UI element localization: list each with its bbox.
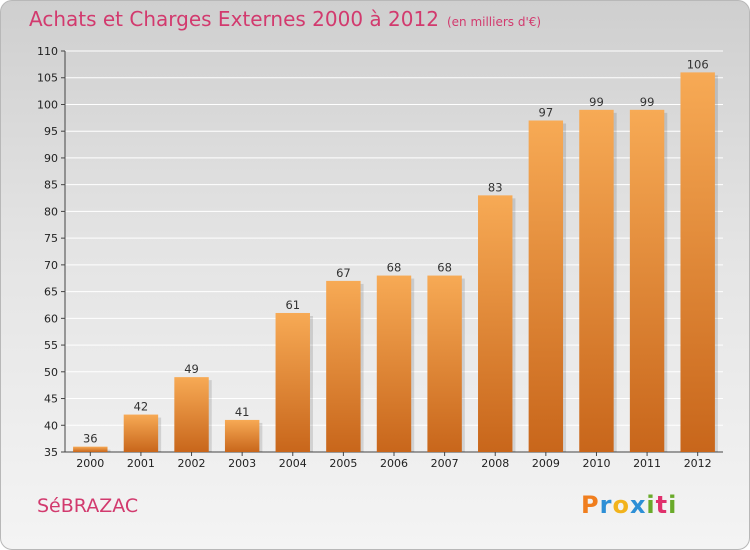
data-label: 68 bbox=[387, 261, 402, 275]
chart-title: Achats et Charges Externes 2000 à 2012 (e… bbox=[29, 7, 541, 31]
y-tick-label: 85 bbox=[44, 179, 58, 192]
y-tick-label: 65 bbox=[44, 286, 58, 299]
bar bbox=[528, 120, 564, 453]
x-tick-label: 2006 bbox=[380, 457, 408, 470]
x-tick-label: 2009 bbox=[532, 457, 560, 470]
x-tick-label: 2011 bbox=[633, 457, 661, 470]
logo-letter: t bbox=[655, 491, 669, 519]
data-label: 36 bbox=[83, 432, 98, 446]
y-tick-label: 55 bbox=[44, 339, 58, 352]
data-label: 106 bbox=[687, 57, 709, 71]
bar bbox=[224, 419, 260, 452]
data-label: 42 bbox=[134, 400, 149, 414]
x-tick-label: 2005 bbox=[329, 457, 357, 470]
x-tick-label: 2001 bbox=[127, 457, 155, 470]
bars bbox=[73, 72, 718, 453]
logo-letter: x bbox=[629, 491, 647, 519]
data-label: 97 bbox=[539, 106, 554, 120]
bar bbox=[579, 109, 614, 453]
y-tick-label: 45 bbox=[44, 393, 58, 406]
x-tick-label: 2007 bbox=[431, 457, 459, 470]
bar bbox=[680, 72, 715, 453]
x-tick-label: 2012 bbox=[684, 457, 712, 470]
bar bbox=[629, 109, 665, 453]
chart-unit: (en milliers d'€) bbox=[446, 15, 542, 29]
logo-letter: o bbox=[612, 491, 630, 519]
data-label: 61 bbox=[285, 298, 300, 312]
commune-name: SéBRAZAC bbox=[37, 495, 139, 517]
y-tick-label: 40 bbox=[44, 419, 58, 432]
bar bbox=[326, 280, 361, 452]
logo-letter: i bbox=[646, 491, 656, 519]
y-tick-label: 75 bbox=[44, 232, 58, 245]
bar bbox=[123, 414, 159, 452]
y-tick-label: 80 bbox=[44, 205, 58, 218]
data-label: 99 bbox=[640, 95, 655, 109]
x-tick-label: 2008 bbox=[481, 457, 509, 470]
bar bbox=[376, 275, 412, 452]
data-label: 68 bbox=[437, 261, 452, 275]
y-tick-label: 95 bbox=[44, 125, 58, 138]
y-tick-label: 50 bbox=[44, 366, 58, 379]
bar bbox=[275, 312, 310, 452]
y-tick-label: 35 bbox=[44, 446, 58, 459]
bar bbox=[174, 377, 209, 452]
y-tick-label: 60 bbox=[44, 312, 58, 325]
y-tick-label: 110 bbox=[37, 45, 58, 58]
logo-letter: i bbox=[668, 491, 678, 519]
proxiti-logo: Proxiti bbox=[581, 491, 677, 519]
x-tick-label: 2010 bbox=[582, 457, 610, 470]
y-tick-label: 100 bbox=[37, 98, 58, 111]
bar bbox=[73, 446, 108, 452]
y-tick-label: 105 bbox=[37, 72, 58, 85]
chart-title-text: Achats et Charges Externes 2000 à 2012 bbox=[29, 7, 439, 31]
data-label: 99 bbox=[589, 95, 604, 109]
x-tick-label: 2003 bbox=[228, 457, 256, 470]
logo-letter: P bbox=[581, 491, 600, 519]
data-label: 49 bbox=[184, 362, 199, 376]
logo-letter: r bbox=[599, 491, 613, 519]
bar bbox=[478, 195, 513, 453]
data-label: 67 bbox=[336, 266, 351, 280]
data-label: 83 bbox=[488, 180, 503, 194]
y-tick-label: 70 bbox=[44, 259, 58, 272]
value-labels: 36 42 49 41 61 67 68 68 83 97 99 99 106 bbox=[83, 57, 709, 445]
x-tick-label: 2000 bbox=[76, 457, 104, 470]
x-tick-label: 2004 bbox=[279, 457, 307, 470]
y-tick-label: 90 bbox=[44, 152, 58, 165]
bar bbox=[427, 275, 462, 452]
x-tick-label: 2002 bbox=[178, 457, 206, 470]
data-label: 41 bbox=[235, 405, 250, 419]
